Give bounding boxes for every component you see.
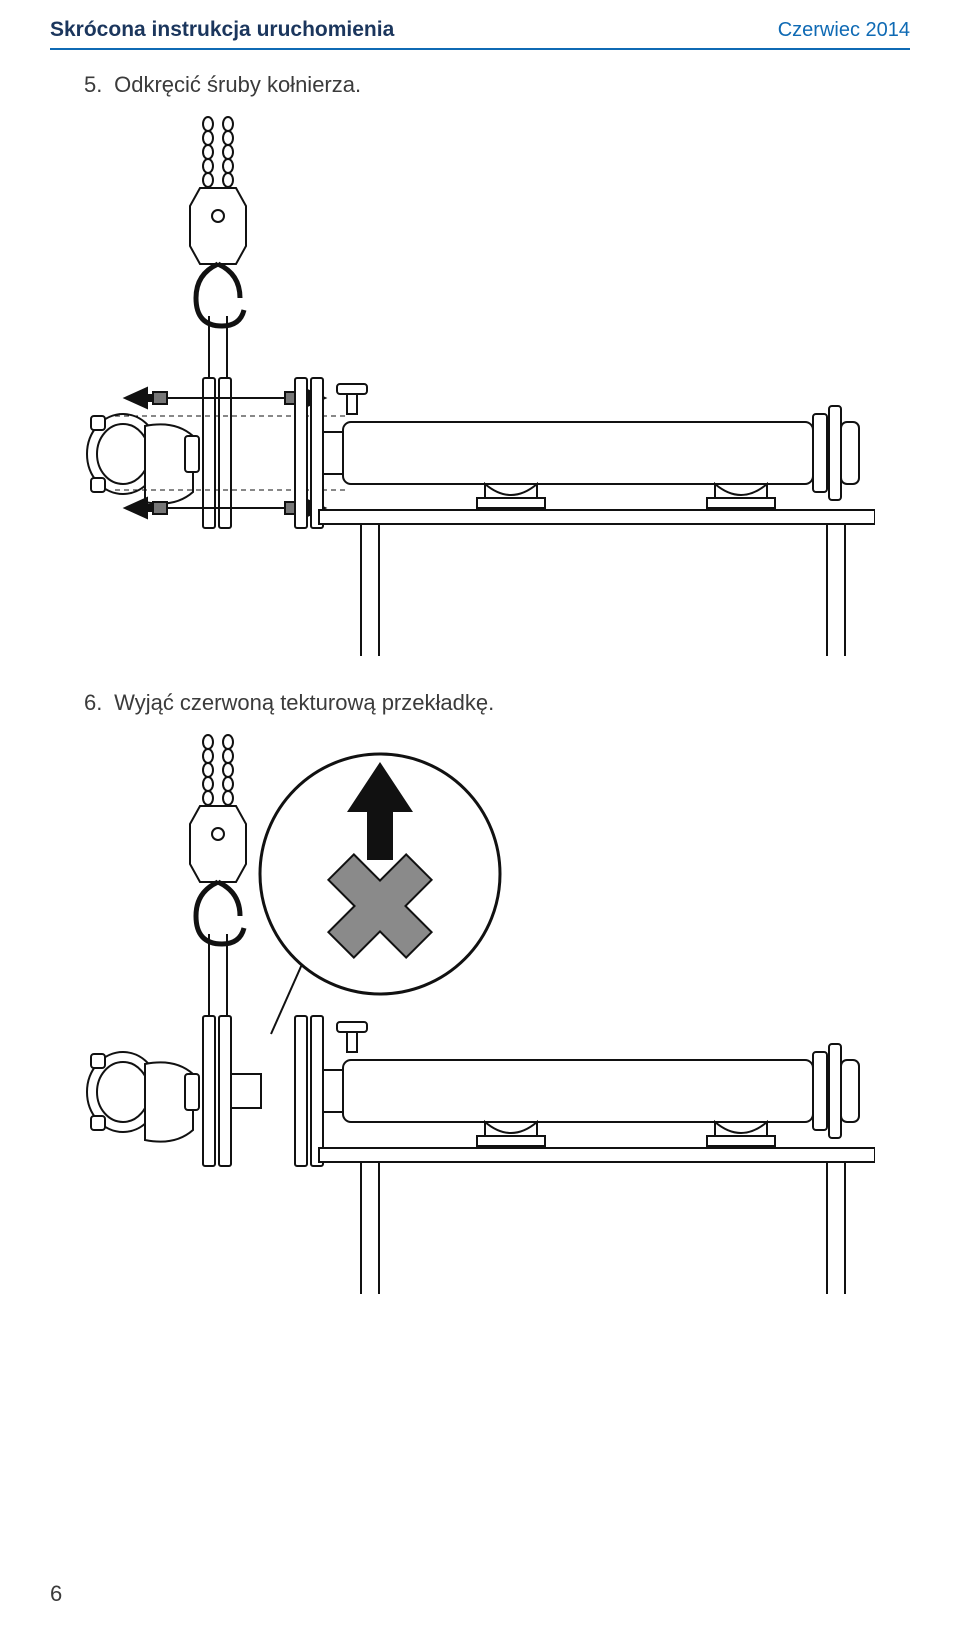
step-5-number: 5. — [84, 72, 108, 98]
header-right: Czerwiec 2014 — [778, 19, 910, 42]
step-6: 6. Wyjąć czerwoną tekturową przekładkę. — [84, 690, 910, 716]
header-left: Skrócona instrukcja uruchomienia — [50, 18, 394, 42]
page-header: Skrócona instrukcja uruchomienia Czerwie… — [50, 0, 910, 50]
step-6-text: Wyjąć czerwoną tekturową przekładkę. — [114, 690, 494, 715]
step-5-text: Odkręcić śruby kołnierza. — [114, 72, 361, 97]
figure-remove-spacer — [85, 734, 875, 1294]
step-6-number: 6. — [84, 690, 108, 716]
figure-remove-flange-bolts — [85, 116, 875, 656]
step-5: 5. Odkręcić śruby kołnierza. — [84, 72, 910, 98]
page-number: 6 — [50, 1581, 62, 1607]
